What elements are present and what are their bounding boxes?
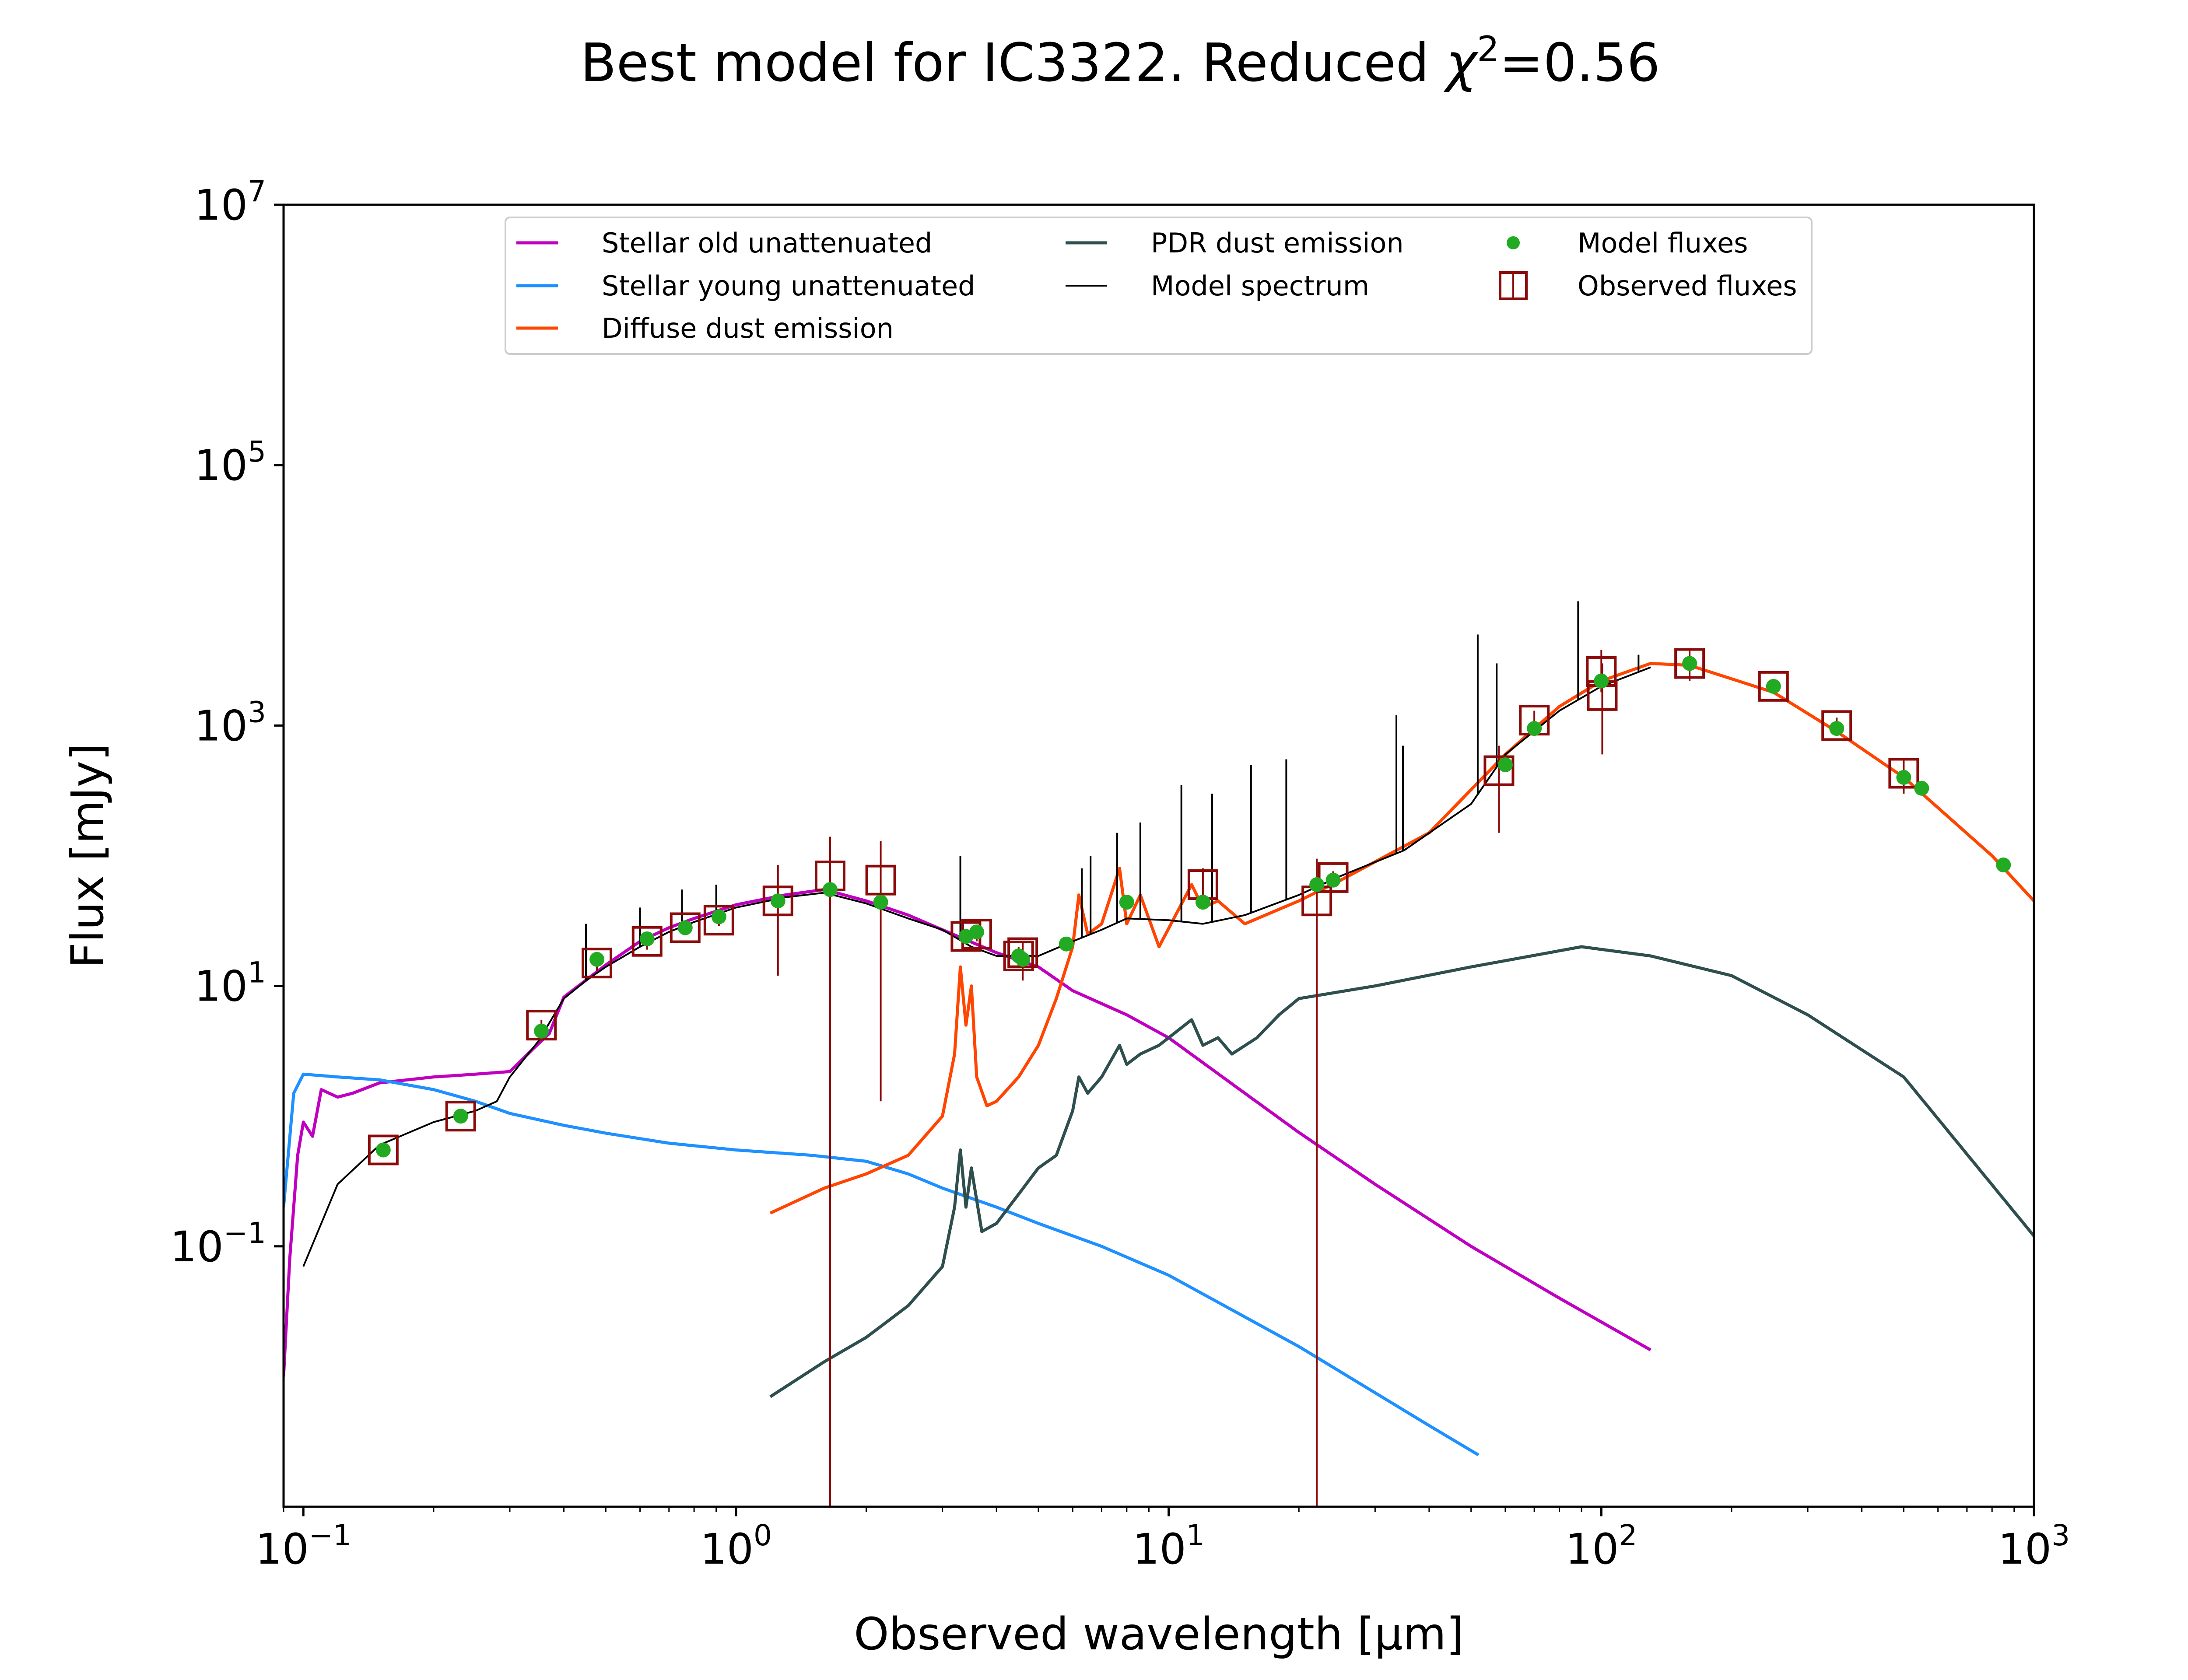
model-flux-point [639,931,655,946]
observed-flux-marker [526,1010,557,1041]
model-flux-point [375,1142,391,1158]
y-tick-base: 10 [194,441,248,490]
model-flux-point [1497,757,1513,772]
x-axis-label: Observed wavelength [μm] [854,1608,1464,1660]
x-tick-base: 10 [256,1525,309,1574]
y-tick-exp: 1 [248,956,266,990]
y-axis-label: Flux [mJy] [62,743,114,968]
y-tick-label: 105 [194,435,266,490]
legend-label: Stellar young unattenuated [602,270,975,302]
observed-flux-marker [865,864,896,896]
model-flux-point [1527,721,1542,736]
model-flux-point [1682,656,1697,671]
y-tick-exp: 7 [248,175,266,208]
y-tick-base: 10 [170,1222,224,1271]
legend-items: Stellar old unattenuated Stellar young un… [516,227,1797,344]
y-tick-base: 10 [194,701,248,750]
model-flux-point [1914,780,1929,796]
model-flux-point [1309,877,1325,892]
x-tick-label: 10−1 [256,1519,351,1574]
model-flux-point [677,920,693,935]
chart-title-sup: 2 [1477,29,1499,70]
observed-flux-marker [1888,758,1919,789]
x-tick-base: 10 [1565,1525,1619,1574]
x-tick-exp: 1 [1186,1519,1205,1552]
y-tick-label: 103 [194,695,266,750]
model-flux-point [1059,936,1074,952]
observed-flux-marker [762,886,793,917]
model-flux-point [1015,952,1031,967]
y-tick-label: 101 [194,956,266,1011]
points-layer [368,648,2011,1507]
model-flux-point [822,882,838,897]
legend-label: Model fluxes [1578,227,1748,259]
model-flux-point [1896,770,1911,785]
plot-frame [282,203,2035,1508]
observed-flux-marker [1674,648,1705,679]
y-tick-exp: −1 [224,1216,266,1250]
model-flux-point [1119,895,1134,910]
y-tick-base: 10 [194,181,248,230]
x-tick-base: 10 [1998,1525,2051,1574]
x-tick-base: 10 [1133,1525,1186,1574]
model-flux-point [711,909,726,924]
model-flux-point [1594,673,1609,689]
model-flux-point [1829,721,1844,736]
x-tick-label: 103 [1998,1519,2070,1574]
observed-flux-marker [445,1101,476,1132]
model-flux-point [1996,858,2011,873]
x-tick-label: 101 [1133,1519,1205,1574]
observed-flux-marker [582,948,613,979]
y-tick-label: 107 [194,175,266,230]
observed-flux-marker [1318,862,1349,893]
model-flux-point [873,895,888,910]
x-tick-exp: 0 [754,1519,772,1552]
observed-flux-marker [631,926,663,957]
observed-flux-marker [1758,671,1789,702]
series-line [769,945,2034,1398]
y-tick-exp: 5 [248,435,266,469]
model-flux-point [589,952,605,967]
y-tick-label: 10−1 [170,1216,266,1271]
legend: Stellar old unattenuated Stellar young un… [505,217,1813,355]
y-tick-exp: 3 [248,695,266,729]
legend-frame [505,217,1813,355]
model-flux-point [770,893,785,909]
plot-area [282,203,2035,1508]
x-tick-label: 100 [700,1519,772,1574]
observed-flux-marker [1483,755,1515,786]
observed-flux-marker [670,912,701,943]
model-flux-point [1766,679,1781,694]
series-line [284,1072,1480,1456]
observed-flux-marker [1821,710,1852,741]
observed-flux-marker [1003,941,1034,972]
legend-label: Model spectrum [1151,270,1369,302]
x-tick-exp: 2 [1619,1519,1637,1552]
model-flux-point [1195,895,1210,910]
x-axis: 10−1 100 101 102 103 [256,1507,2070,1574]
model-flux-point [1325,872,1341,888]
legend-label: Diffuse dust emission [602,312,894,344]
observed-flux-marker [703,905,734,936]
x-tick-base: 10 [700,1525,754,1574]
model-flux-point [534,1023,549,1039]
x-tick-exp: 3 [2051,1519,2070,1552]
chart-title: Best model for IC3322. Reduced χ2=0.56 [580,29,1660,94]
x-tick-label: 102 [1565,1519,1637,1574]
observed-flux-marker [368,1134,399,1166]
chart-title-main: Best model for IC3322. Reduced [580,33,1446,94]
legend-swatch [1507,236,1520,249]
legend-label: PDR dust emission [1151,227,1404,259]
legend-label: Stellar old unattenuated [602,227,932,259]
chart-title-chi: χ [1443,33,1479,94]
x-tick-exp: −1 [309,1519,351,1552]
y-tick-base: 10 [194,962,248,1011]
model-flux-point [969,924,984,940]
legend-label: Observed fluxes [1578,270,1797,302]
model-flux-point [453,1109,468,1124]
chart-title-tail: =0.56 [1499,33,1660,94]
